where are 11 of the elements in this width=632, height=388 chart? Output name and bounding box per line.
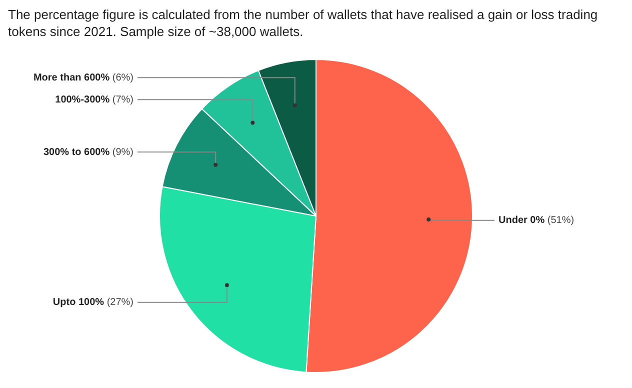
data-label: (7%)	[112, 94, 134, 106]
data-label: (9%)	[112, 146, 134, 158]
data-label: (51%)	[547, 215, 574, 226]
slice-label: 100%-300%	[55, 94, 110, 106]
slice-label: Under 0%	[498, 215, 545, 226]
data-label: (27%)	[106, 297, 134, 308]
slice-label: Upto 100%	[52, 297, 104, 308]
data-label: (6%)	[112, 72, 134, 84]
chart-subtitle: The percentage figure is calculated from the number of wallets that have realised a gain or loss trading tokens since 2021. Sample size of ~38,000 wallets.	[8, 6, 599, 40]
slice-label: More than 600%	[33, 72, 110, 84]
slice-label: 300% to 600%	[43, 146, 110, 158]
